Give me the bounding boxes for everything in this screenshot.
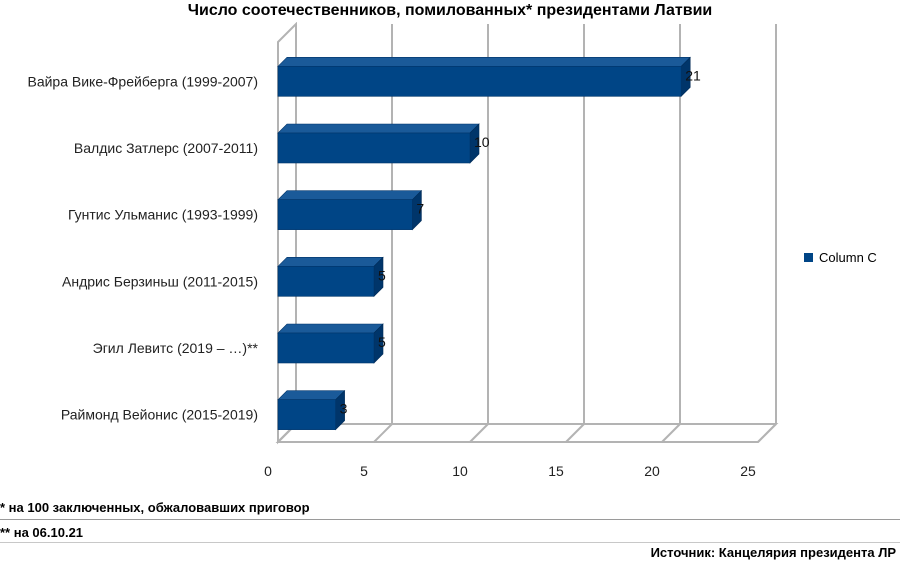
category-label: Андрис Берзиньш (2011-2015) (62, 273, 258, 289)
x-tick-label: 5 (360, 463, 368, 479)
bar (277, 66, 682, 97)
bar-top (277, 257, 384, 267)
bar (277, 266, 375, 297)
x-tick-label: 25 (740, 463, 756, 479)
bars-layer (277, 56, 691, 431)
bar-top (277, 390, 346, 400)
data-label: 3 (340, 401, 348, 417)
floor-gridline (757, 423, 777, 443)
data-label: 10 (474, 134, 490, 150)
source-credit: Источник: Канцелярия президента ЛР (650, 545, 896, 560)
category-label: Вайра Вике-Фрейберга (1999-2007) (27, 73, 258, 89)
data-label: 5 (378, 334, 386, 350)
x-tick-label: 10 (452, 463, 468, 479)
floor-gridline (469, 423, 489, 443)
bar (277, 399, 336, 430)
data-label: 7 (416, 201, 424, 217)
bar-top (277, 123, 480, 134)
bar-chart: 0 5 10 15 20 25 Вайра Вике-Фрейберга (1999-200… (27, 22, 779, 479)
chart-title: Число соотечественников, помилованных* п… (187, 2, 713, 19)
divider-2 (0, 542, 900, 543)
data-label: 21 (685, 67, 701, 83)
bar-top (277, 323, 384, 334)
floor-gridline (373, 423, 393, 443)
footnote-2: ** на 06.10.21 (0, 525, 84, 540)
data-label: 5 (378, 267, 386, 283)
labels-layer: 0 5 10 15 20 25 Вайра Вике-Фрейберга (1999-200… (27, 67, 756, 479)
bar (277, 332, 375, 364)
x-tick-label: 20 (644, 463, 660, 479)
legend-label: Column C (819, 250, 877, 265)
category-label: Раймонд Вейонис (2015-2019) (61, 407, 258, 423)
x-tick-label: 0 (264, 463, 272, 479)
bar (277, 132, 471, 164)
floor-gridline (661, 423, 681, 443)
legend-swatch (804, 253, 813, 262)
divider-1 (0, 519, 900, 520)
category-label: Эгил Левитс (2019 – …)** (93, 340, 259, 356)
legend: Column C (804, 250, 877, 265)
category-label: Валдис Затлерс (2007-2011) (74, 140, 258, 156)
footnote-1: * на 100 заключенных, обжаловавших приго… (0, 500, 310, 515)
category-label: Гунтис Ульманис (1993-1999) (68, 207, 258, 223)
bar (277, 199, 413, 230)
floor-gridline (565, 423, 585, 443)
bar-top (277, 57, 691, 67)
bar-top (277, 190, 423, 200)
floor-plane (275, 423, 779, 443)
x-tick-label: 15 (548, 463, 564, 479)
